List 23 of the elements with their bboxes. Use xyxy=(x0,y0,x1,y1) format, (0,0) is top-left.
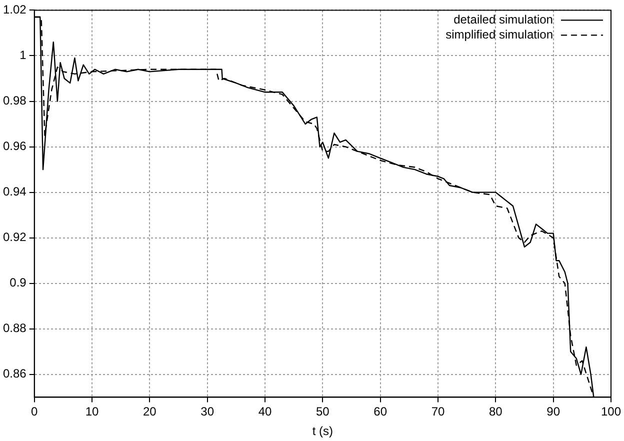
x-tick-label: 80 xyxy=(488,404,503,419)
legend-label: simplified simulation xyxy=(446,28,553,42)
x-tick-label: 30 xyxy=(200,404,214,419)
y-tick-label: 0.92 xyxy=(2,230,27,244)
x-tick-label: 40 xyxy=(258,404,272,419)
x-tick-label: 100 xyxy=(600,404,622,419)
y-tick-label: 0.94 xyxy=(2,184,27,199)
y-tick-label: 0.98 xyxy=(2,94,27,108)
y-tick-label: 0.88 xyxy=(2,321,27,336)
x-tick-label: 70 xyxy=(431,404,445,419)
legend-label: detailed simulation xyxy=(454,12,553,27)
y-tick-label: 1.02 xyxy=(2,2,27,17)
x-tick-label: 60 xyxy=(374,404,388,419)
x-tick-label: 0 xyxy=(31,404,38,419)
x-tick-label: 10 xyxy=(85,404,100,419)
y-tick-label: 0.86 xyxy=(2,366,27,381)
y-tick-label: 0.9 xyxy=(10,276,27,290)
y-tick-label: 0.96 xyxy=(2,139,27,154)
x-tick-label: 90 xyxy=(546,404,560,419)
x-axis-title: t (s) xyxy=(312,424,334,438)
y-tick-label: 1 xyxy=(20,48,27,62)
x-tick-label: 50 xyxy=(316,404,330,419)
x-tick-label: 20 xyxy=(143,404,157,419)
